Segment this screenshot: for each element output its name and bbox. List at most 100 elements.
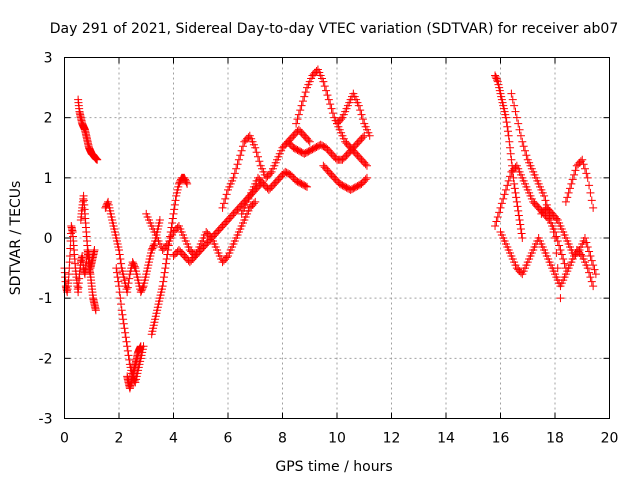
data-point: [507, 155, 516, 164]
data-point: [551, 234, 559, 242]
data-point: [117, 306, 126, 315]
data-point: [238, 142, 247, 151]
data-point: [560, 259, 569, 268]
data-point: [502, 118, 511, 127]
data-point: [503, 181, 512, 190]
data-point: [292, 119, 301, 128]
data-point: [117, 259, 126, 268]
series-pass-j: [218, 125, 314, 212]
data-point: [251, 197, 260, 206]
data-point: [589, 203, 598, 212]
data-point: [113, 273, 122, 282]
data-point: [522, 151, 531, 160]
data-point: [493, 76, 502, 85]
data-point: [93, 155, 102, 164]
data-point: [237, 146, 246, 155]
data-point: [507, 89, 516, 98]
data-point: [189, 253, 198, 262]
data-point: [587, 277, 596, 286]
data-point: [559, 255, 568, 264]
data-point: [504, 176, 513, 185]
data-point: [305, 137, 314, 146]
data-point: [586, 188, 595, 197]
y-tick-labels: 3 2 1 0 -1 -2 -3: [39, 51, 53, 428]
data-point: [510, 179, 519, 188]
data-point: [233, 160, 242, 169]
data-point: [161, 264, 170, 273]
data-point: [540, 191, 549, 200]
data-point: [123, 342, 132, 351]
data-point: [266, 169, 275, 178]
data-point: [358, 115, 367, 124]
data-point: [323, 91, 332, 100]
x-tick-label: 0: [60, 431, 69, 447]
data-point: [491, 221, 500, 230]
data-point: [365, 131, 374, 140]
data-point: [119, 315, 128, 324]
data-point: [327, 104, 336, 113]
data-point: [222, 190, 231, 199]
data-point: [158, 282, 167, 291]
data-point: [232, 164, 241, 173]
data-point: [518, 137, 527, 146]
data-point: [125, 274, 134, 283]
data-point: [112, 264, 121, 273]
data-point: [506, 149, 515, 158]
data-point: [511, 188, 520, 197]
data-point: [118, 310, 127, 319]
data-point: [557, 250, 566, 259]
series-pass-b: [60, 221, 99, 297]
x-tick-label: 4: [169, 431, 178, 447]
series-pass-c: [76, 191, 100, 315]
series-pass-k: [237, 167, 312, 218]
data-point: [168, 218, 177, 227]
data-point: [567, 179, 576, 188]
x-tick-label: 14: [437, 431, 455, 447]
data-point: [548, 221, 557, 230]
data-point: [501, 185, 510, 194]
data-point: [229, 173, 238, 182]
data-point: [512, 197, 521, 206]
x-tick-label: 6: [224, 431, 233, 447]
data-point: [504, 131, 513, 140]
data-point: [116, 294, 125, 303]
data-point: [119, 319, 128, 328]
data-point: [512, 193, 521, 202]
data-point: [90, 246, 99, 255]
data-point: [503, 122, 512, 131]
data-point: [320, 82, 329, 91]
data-point: [362, 173, 371, 182]
series-pass-t: [537, 203, 600, 279]
data-point: [358, 133, 367, 142]
data-point: [516, 224, 525, 233]
series-pass-d: [101, 197, 164, 297]
data-points-layer: [60, 65, 600, 393]
x-tick-label: 16: [492, 431, 510, 447]
series-pass-a: [74, 95, 102, 164]
data-point: [222, 253, 231, 262]
data-point: [499, 194, 508, 203]
data-point: [509, 173, 518, 182]
data-point: [300, 92, 309, 101]
data-point: [505, 137, 514, 146]
data-point: [155, 215, 164, 224]
data-point: [138, 283, 147, 292]
data-point: [162, 241, 171, 250]
data-point: [580, 234, 589, 242]
data-point: [357, 110, 366, 119]
data-point: [583, 243, 592, 252]
data-point: [91, 306, 100, 315]
data-point: [169, 209, 178, 218]
data-point: [510, 184, 519, 193]
data-point: [508, 95, 517, 104]
data-point: [326, 100, 335, 109]
data-point: [115, 282, 123, 291]
data-point: [501, 113, 510, 122]
data-point: [574, 247, 583, 256]
series-pass-e: [112, 264, 148, 387]
data-point: [304, 136, 313, 145]
data-point: [130, 262, 139, 271]
data-point: [163, 250, 172, 259]
series-pass-n: [319, 161, 371, 194]
